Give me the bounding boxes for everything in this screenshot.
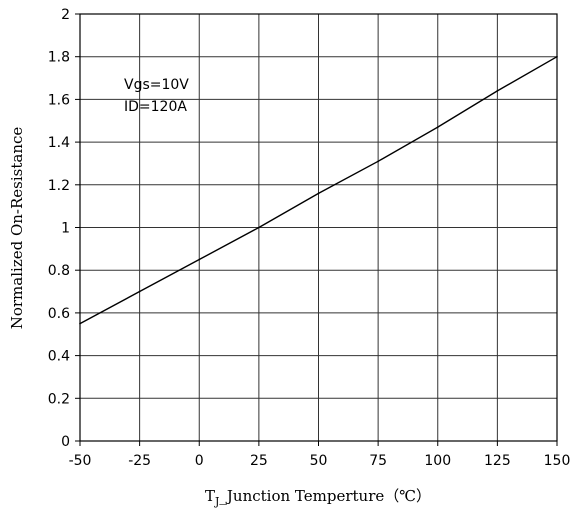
y-axis-title: Normalized On-Resistance [8,127,26,330]
data-point [138,290,141,293]
data-point [496,90,499,92]
x-tick-label: 75 [369,453,387,469]
annotation-vgs: Vgs=10V [124,77,189,93]
data-point [198,258,201,261]
y-tick-label: 0.2 [48,391,70,407]
y-tick-label: 0 [61,434,70,450]
series-layer [79,55,558,325]
data-point [79,322,81,325]
x-tick-label: -25 [128,453,151,469]
annotation-id: ID=120A [124,99,187,115]
x-tick-label: 50 [310,453,328,469]
x-tick-label: 0 [195,453,204,469]
y-tick-label: 1.4 [48,135,70,151]
x-axis-title: TJ_Junction Temperture（℃） [205,487,431,508]
data-point [258,226,260,229]
y-tick-label: 2 [61,7,70,23]
x-tick-label: 125 [484,453,511,469]
x-tick-label: 25 [250,453,268,469]
y-tick-label: 0.6 [48,306,70,322]
y-tick-label: 1.6 [48,92,70,108]
x-axis-title-sub: J [214,495,219,508]
data-point [377,160,379,163]
y-tick-label: 1.8 [48,50,70,66]
grid-lines [79,13,558,442]
y-tick-label: 0.8 [48,263,70,279]
x-tick-label: 100 [424,453,451,469]
y-tick-label: 1.2 [48,178,70,194]
y-tick-label: 1 [61,221,70,237]
x-axis-title-rest: _Junction Temperture（℃） [219,487,431,505]
tick-labels: -50 -25 0 25 50 75 100 125 150 0 0.2 0.4 0.6 0.8 1 1.2 1… [48,7,571,469]
x-tick-label: -50 [69,453,92,469]
x-tick-label: 150 [544,453,571,469]
y-tick-label: 0.4 [48,349,70,365]
data-point [436,126,439,128]
data-point [556,55,558,58]
x-axis-title-main: T [205,487,215,505]
data-point [317,192,320,195]
